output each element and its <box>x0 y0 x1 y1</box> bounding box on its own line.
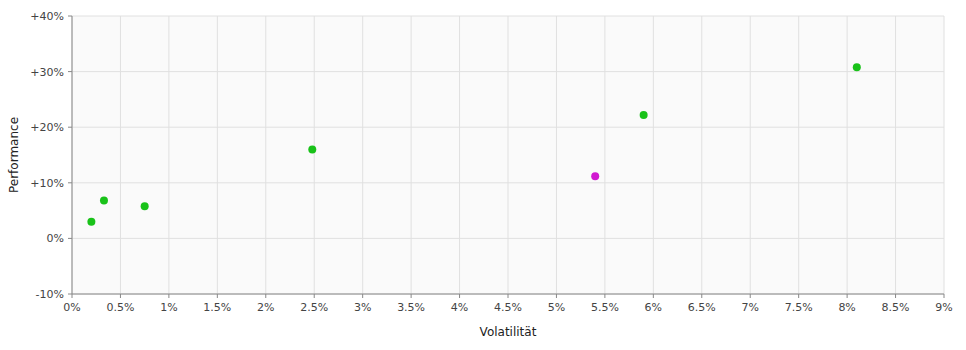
x-tick <box>604 294 605 298</box>
x-grid-line <box>362 16 363 294</box>
y-tick <box>68 182 72 183</box>
x-grid-line <box>168 16 169 294</box>
y-tick-label: -10% <box>36 288 64 301</box>
x-tick-label: 8.5% <box>882 301 910 314</box>
point <box>640 111 648 119</box>
x-tick <box>411 294 412 298</box>
y-tick-label: +40% <box>30 10 64 23</box>
x-grid-line <box>72 16 73 294</box>
x-grid-line <box>508 16 509 294</box>
x-tick <box>314 294 315 298</box>
y-tick <box>68 71 72 72</box>
x-grid-line <box>217 16 218 294</box>
x-grid-line <box>847 16 848 294</box>
points <box>87 63 860 226</box>
x-tick-label: 0% <box>63 301 80 314</box>
x-tick-label: 1% <box>160 301 177 314</box>
tick-labels: 0% 0.5% 1% 1.5% 2% 2.5% 3% 3.5% 4% 4.5% 5% 5.5% 6% 6.… <box>30 10 952 314</box>
y-axis-line <box>72 16 73 294</box>
x-grid-line <box>411 16 412 294</box>
y-grid-line <box>72 71 944 72</box>
x-tick-label: 2% <box>257 301 274 314</box>
y-axis-label: Performance <box>7 117 21 193</box>
y-tick <box>68 16 72 17</box>
x-grid-line <box>701 16 702 294</box>
x-tick-label: 0.5% <box>106 301 134 314</box>
x-tick-label: 6.5% <box>688 301 716 314</box>
plot-area <box>72 16 944 294</box>
x-grid-line <box>604 16 605 294</box>
x-tick <box>362 294 363 298</box>
y-grid-line <box>72 294 944 295</box>
x-grid-line <box>798 16 799 294</box>
point <box>308 145 316 153</box>
x-grid-line <box>120 16 121 294</box>
x-tick <box>72 294 73 298</box>
x-tick <box>459 294 460 298</box>
x-tick <box>895 294 896 298</box>
x-tick-label: 3% <box>354 301 371 314</box>
x-axis-line <box>72 294 944 295</box>
x-tick-label: 4% <box>451 301 468 314</box>
chart: 0% 0.5% 1% 1.5% 2% 2.5% 3% 3.5% 4% 4.5% 5% 5.5% 6% 6.… <box>0 0 966 350</box>
y-tick-label: +30% <box>30 66 64 79</box>
x-tick <box>168 294 169 298</box>
x-grid-line <box>944 16 945 294</box>
y-grid-line <box>72 238 944 239</box>
y-tick <box>68 127 72 128</box>
x-tick-label: 7% <box>741 301 758 314</box>
x-tick-label: 7.5% <box>785 301 813 314</box>
x-grid-line <box>459 16 460 294</box>
point <box>141 202 149 210</box>
x-tick <box>701 294 702 298</box>
y-tick <box>68 238 72 239</box>
x-grid-line <box>314 16 315 294</box>
x-tick <box>217 294 218 298</box>
x-tick-label: 1.5% <box>203 301 231 314</box>
x-tick-label: 5.5% <box>591 301 619 314</box>
x-tick-label: 6% <box>645 301 662 314</box>
x-grid-line <box>556 16 557 294</box>
x-tick <box>798 294 799 298</box>
x-tick-label: 5% <box>548 301 565 314</box>
y-grid-line <box>72 127 944 128</box>
x-tick-label: 4.5% <box>494 301 522 314</box>
x-tick <box>944 294 945 298</box>
y-grid-line <box>72 16 944 17</box>
y-tick <box>68 294 72 295</box>
x-tick <box>508 294 509 298</box>
x-tick-label: 9% <box>935 301 952 314</box>
y-tick-label: +20% <box>30 121 64 134</box>
y-grid-line <box>72 182 944 183</box>
point <box>853 63 861 71</box>
x-tick <box>265 294 266 298</box>
x-tick-label: 3.5% <box>397 301 425 314</box>
x-tick-label: 2.5% <box>300 301 328 314</box>
x-tick <box>847 294 848 298</box>
x-axis-label: Volatilität <box>480 325 537 339</box>
x-grid-line <box>653 16 654 294</box>
point <box>87 218 95 226</box>
x-grid-line <box>895 16 896 294</box>
x-tick <box>556 294 557 298</box>
x-tick-label: 8% <box>838 301 855 314</box>
point <box>591 172 599 180</box>
x-grid-line <box>750 16 751 294</box>
x-tick <box>750 294 751 298</box>
grid <box>72 16 944 294</box>
y-tick-label: 0% <box>47 232 64 245</box>
x-tick <box>120 294 121 298</box>
y-tick-label: +10% <box>30 177 64 190</box>
x-tick <box>653 294 654 298</box>
point <box>100 197 108 205</box>
x-grid-line <box>265 16 266 294</box>
